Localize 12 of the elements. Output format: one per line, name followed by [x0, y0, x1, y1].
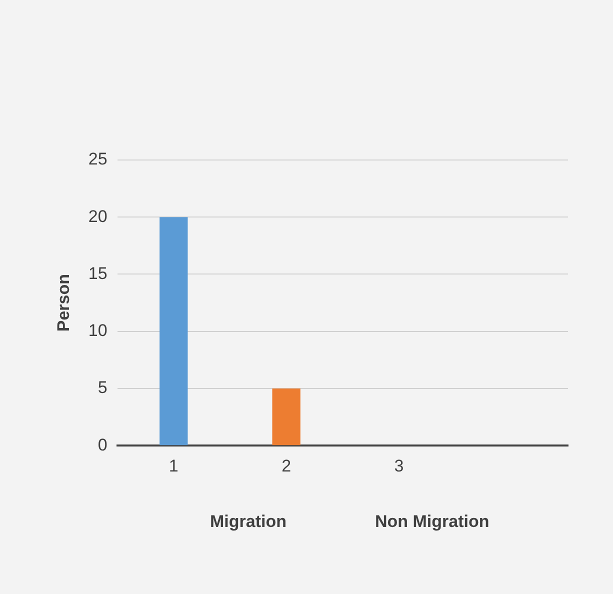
text: Non Migration [375, 512, 490, 532]
y-tick-label: 0 [98, 435, 108, 454]
y-tick-label: 15 [88, 264, 108, 283]
y-tick-label: 25 [88, 150, 108, 169]
y-tick-label: 10 [88, 321, 108, 340]
text: Migration [210, 512, 286, 532]
x-tick-label: 2 [282, 456, 292, 476]
y-axis-title: Person [54, 274, 73, 332]
x-tick-label: 1 [168, 456, 178, 476]
x-tick-label: 3 [394, 456, 404, 476]
y-tick-label: 5 [98, 378, 108, 398]
y-tick-label: 20 [88, 206, 108, 226]
